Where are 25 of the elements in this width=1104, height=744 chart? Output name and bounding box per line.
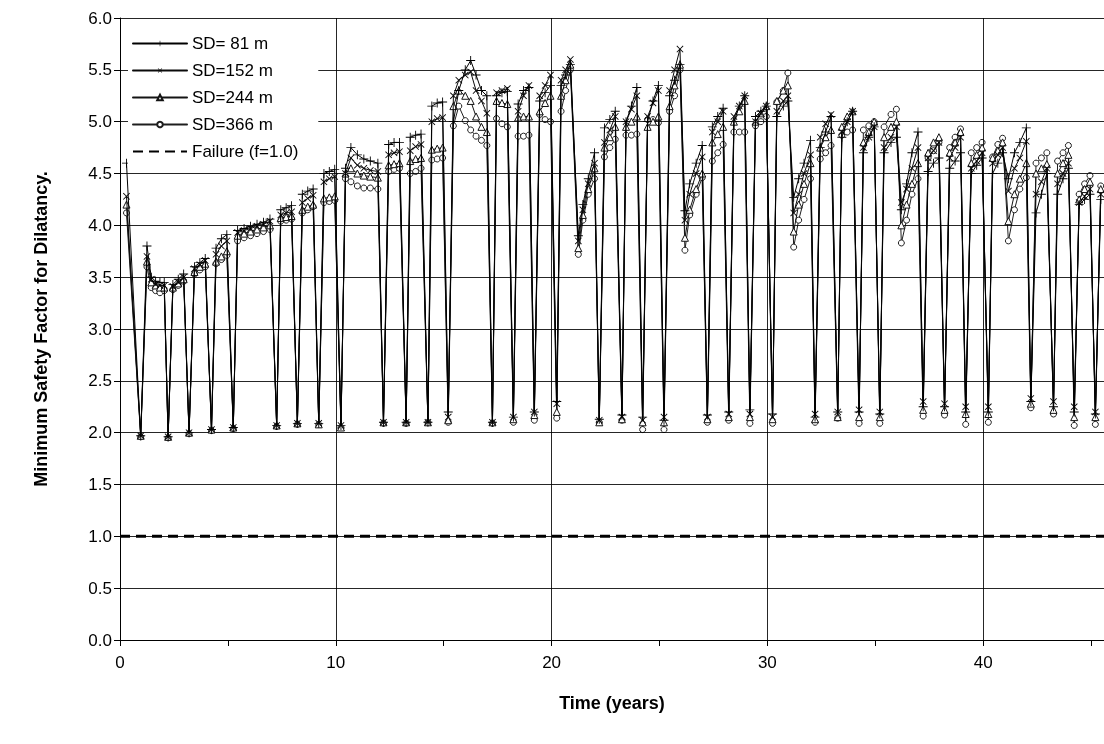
y-tick-label: 1.0	[88, 526, 112, 546]
y-tick-label: 3.5	[88, 267, 112, 287]
y-tick-label: 0.0	[88, 630, 112, 650]
legend-label: SD=244 m	[192, 88, 273, 107]
x-tick-label: 40	[973, 653, 993, 672]
y-tick-label: 3.0	[88, 319, 112, 339]
legend-label: Failure (f=1.0)	[192, 142, 299, 161]
x-tick-label: 20	[542, 653, 562, 672]
y-tick-label: 5.0	[88, 112, 112, 132]
legend-label: SD= 81 m	[192, 34, 269, 53]
x-tick-label: 10	[326, 653, 346, 672]
y-tick-label: 4.5	[88, 164, 112, 183]
x-tick-label: 0	[115, 653, 125, 672]
x-tick-label: 30	[757, 653, 777, 672]
y-tick-label: 2.0	[88, 423, 112, 443]
y-axis-title: Minimum Safety Factor for Dilatancy.	[31, 171, 51, 487]
legend-label: SD=366 m	[192, 115, 273, 134]
legend-label: SD=152 m	[192, 61, 273, 80]
y-tick-label: 2.5	[88, 371, 112, 391]
y-tick-label: 6.0	[88, 8, 112, 28]
y-tick-label: 0.5	[88, 578, 112, 598]
y-tick-label: 1.5	[88, 475, 112, 494]
y-tick-label: 5.5	[88, 60, 112, 80]
y-tick-label: 4.0	[88, 215, 112, 235]
x-axis-title: Time (years)	[559, 693, 665, 713]
